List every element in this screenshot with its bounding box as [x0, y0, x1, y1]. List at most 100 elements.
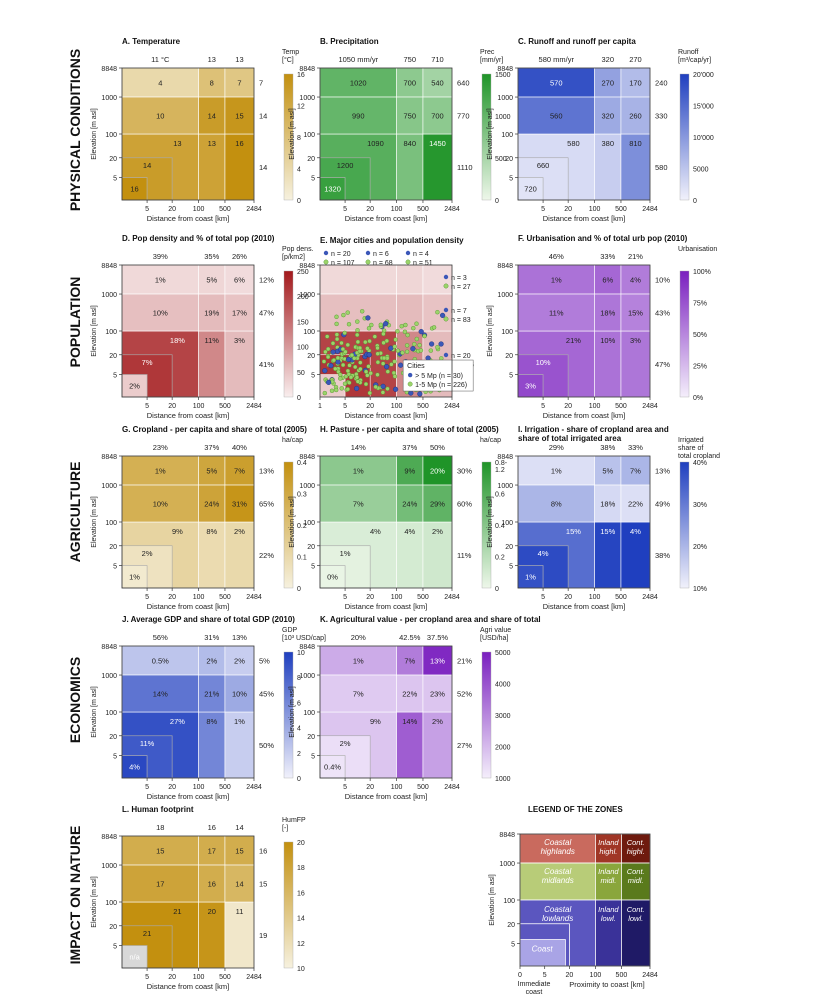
legend-marker-small [365, 259, 371, 265]
row-share-label: 13% [655, 467, 670, 476]
cell-label: 3% [525, 382, 536, 391]
colorbar-tick: 0.3 [297, 492, 307, 499]
text-line: 2000 [495, 745, 511, 752]
panel-title: C. Runoff and runoff per capita [518, 37, 636, 46]
city-point-large [384, 364, 390, 370]
cell-label: 9% [370, 717, 381, 726]
city-point-small [323, 349, 328, 355]
y-tick-label: 100 [501, 329, 513, 336]
y-tick-label: 20 [307, 353, 315, 360]
column-share-label: 37% [402, 443, 417, 452]
city-point-small [414, 336, 419, 342]
row-share-label: 640 [457, 79, 470, 88]
y-tick-label: 5 [311, 564, 315, 571]
cell-midland-2 [422, 674, 453, 713]
colorbar-tick: 14 [297, 916, 305, 923]
y-tick-label: 1000 [101, 483, 117, 490]
row-share-label: 7 [259, 79, 263, 88]
cell-label: 1% [525, 573, 536, 582]
city-point-large [388, 345, 394, 351]
cell-label: 9% [404, 467, 415, 476]
cell-highland-1 [594, 264, 622, 295]
y-axis-label: Elevation [m asl] [91, 686, 98, 737]
city-point-small [435, 310, 440, 315]
cell-lowland-inland [198, 521, 226, 589]
x-tick-label: 500 [615, 403, 627, 410]
cell-label: 10% [153, 500, 168, 509]
colorbar-tick: 10% [693, 586, 707, 593]
cell-lowland-inland [396, 133, 424, 201]
y-axis-label: Elevation [m asl] [489, 874, 496, 925]
text-line: 30% [693, 502, 707, 509]
city-point-small [345, 342, 350, 348]
cell-label: 15% [628, 309, 643, 318]
text-line: 0.4 [297, 460, 307, 467]
colorbar [481, 461, 492, 589]
cell-highland-2 [224, 264, 255, 295]
zone-cont_lowl [621, 899, 651, 967]
column-share-label: 39% [153, 252, 168, 261]
row-label: PHYSICAL CONDITIONS [67, 49, 83, 211]
cell-highland-1 [396, 67, 424, 98]
cell-highland-1 [198, 835, 226, 866]
y-tick-label: 5 [113, 176, 117, 183]
text-line: L. Human footprint [122, 805, 194, 814]
cell-label: 22% [628, 500, 643, 509]
text-line: lowl. [601, 914, 616, 923]
x-tick-label: 2484 [444, 206, 460, 213]
cell-label: 7% [353, 500, 364, 509]
text-line: C. Runoff and runoff per capita [518, 37, 636, 46]
chart-panel-11: L. Human footprint 15 17 15 17 16 14 21 21 20 11 n/… [91, 805, 306, 991]
colorbar-tick: 0.2 [297, 523, 307, 530]
row-share-label: 50% [259, 741, 274, 750]
y-tick-label: 5 [113, 754, 117, 761]
text-line: highl. [599, 847, 617, 856]
colorbar-tick: 6 [297, 700, 301, 707]
x-tick-label: 100 [193, 403, 205, 410]
text-line: Temp [282, 49, 299, 56]
city-point-small [375, 360, 381, 365]
annotation-marker-small [443, 316, 449, 322]
colorbar-tick: 40% [693, 460, 707, 467]
cell-label: 14 [208, 112, 216, 121]
text-line: 5000 [693, 167, 709, 174]
colorbar-tick: 10 [297, 650, 305, 657]
x-tick-label: 5 [145, 974, 149, 981]
column-share-label: 33% [600, 252, 615, 261]
y-tick-label: 1000 [101, 95, 117, 102]
y-tick-label: 20 [505, 544, 513, 551]
cell-label: 3% [630, 336, 641, 345]
y-tick-label: 1000 [299, 673, 315, 680]
cell-label: 21% [566, 336, 581, 345]
city-point-small [380, 361, 386, 366]
cell-label: 21 [143, 929, 151, 938]
text-line: Agri value [480, 627, 511, 634]
y-tick-label: 8848 [299, 644, 315, 651]
text-line: 150 [297, 319, 309, 326]
text-line: K. Agricultural value - per cropland are… [320, 615, 541, 624]
city-point-small [340, 346, 346, 352]
cell-label: 4% [370, 527, 381, 536]
city-point-small [369, 322, 374, 328]
y-tick-label: 8848 [497, 263, 513, 270]
city-point-large [365, 315, 371, 321]
y-tick-label: 1000 [299, 292, 315, 299]
colorbar-tick: 8 [297, 135, 301, 142]
city-point-small [338, 376, 343, 381]
text-line: Inland [598, 838, 619, 847]
cell-label: 4 [158, 79, 162, 88]
cell-label: 10% [232, 690, 247, 699]
text-line: 10 [297, 650, 305, 657]
city-point-large [425, 355, 431, 361]
city-point-small [345, 310, 350, 315]
colorbar-title: Prec [mm/yr] [480, 49, 503, 64]
colorbar-title: Temp [°C] [282, 49, 299, 64]
cell-lowland-inland [198, 901, 226, 969]
text-line: [USD/ha] [480, 635, 508, 642]
y-tick-label: 100 [303, 520, 315, 527]
column-share-label: 750 [404, 55, 417, 64]
y-tick-label: 5 [509, 564, 513, 571]
city-point-small [355, 319, 360, 324]
y-tick-label: 8848 [101, 263, 117, 270]
